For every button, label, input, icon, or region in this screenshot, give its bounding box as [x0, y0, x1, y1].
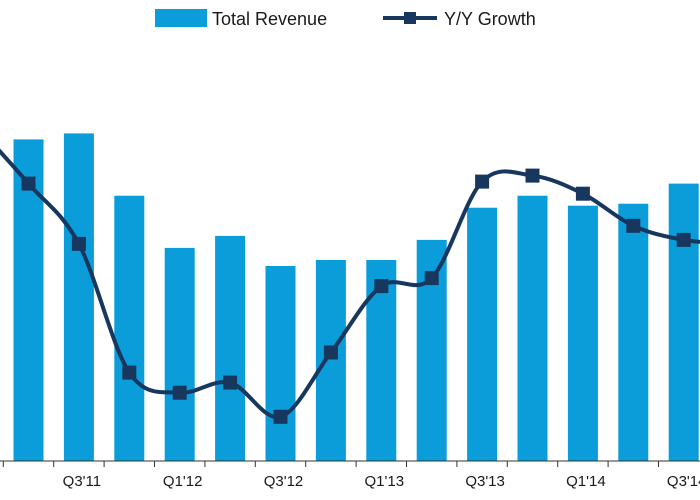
x-tick-label-q3-13: Q3'13	[465, 473, 505, 490]
growth-point-q2-13	[424, 271, 439, 286]
legend-label-total-revenue: Total Revenue	[212, 9, 327, 29]
x-tick-label-q3-11: Q3'11	[63, 473, 101, 490]
growth-point-q1-14	[575, 186, 590, 201]
bar-q4-11	[114, 195, 145, 461]
bar-q3-13	[467, 207, 498, 461]
legend-swatch-total-revenue	[155, 9, 207, 27]
x-axis-tick-labels: Q3'11 Q1'12 Q3'12 Q1'13 Q3'13 Q1'14 Q3'14	[63, 473, 700, 490]
growth-point-q2-11	[21, 176, 36, 191]
bar-q1-14	[567, 205, 598, 461]
bar-q3-14	[668, 183, 699, 461]
growth-point-q4-11	[122, 365, 137, 380]
growth-point-q1-12	[172, 385, 187, 400]
yy-growth-markers	[21, 168, 691, 424]
yy-growth-line	[0, 148, 700, 420]
growth-point-q2-14	[626, 218, 641, 233]
x-axis-ticks	[2, 461, 659, 467]
growth-point-q4-12	[323, 345, 338, 360]
x-tick-label-q1-14: Q1'14	[566, 473, 606, 490]
x-tick-label-q3-12: Q3'12	[264, 473, 304, 490]
growth-point-q1-13	[374, 279, 389, 294]
bar-q1-12	[164, 247, 195, 461]
growth-point-q2-12	[223, 375, 238, 390]
growth-point-q4-13	[525, 168, 540, 183]
legend: Total Revenue Y/Y Growth	[155, 9, 536, 29]
growth-point-q3-11	[71, 236, 86, 251]
legend-marker-yy-growth	[404, 12, 416, 24]
growth-point-q3-12	[273, 409, 288, 424]
bar-q2-14	[618, 203, 649, 461]
x-tick-label-q1-12: Q1'12	[163, 473, 203, 490]
revenue-bars	[13, 133, 699, 461]
x-tick-label-q1-13: Q1'13	[365, 473, 405, 490]
legend-label-yy-growth: Y/Y Growth	[444, 9, 536, 29]
bar-q4-13	[517, 195, 548, 461]
bar-q2-12	[215, 235, 246, 461]
x-tick-label-q3-14: Q3'14	[667, 473, 700, 490]
bar-q3-11	[63, 133, 94, 461]
bar-q4-12	[315, 260, 346, 461]
bar-q3-12	[265, 266, 296, 461]
growth-point-q3-13	[475, 174, 490, 189]
growth-point-q3-14	[676, 232, 691, 247]
